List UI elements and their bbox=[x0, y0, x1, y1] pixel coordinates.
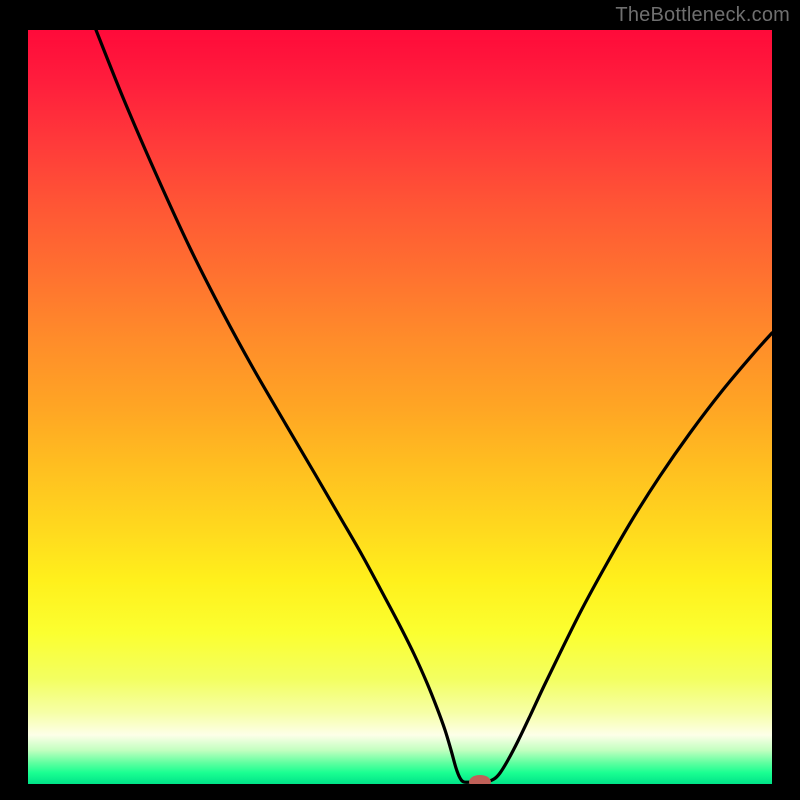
chart-frame bbox=[0, 0, 800, 800]
plot-area bbox=[28, 30, 772, 784]
marker-layer bbox=[28, 30, 772, 784]
optimum-marker bbox=[469, 775, 491, 784]
watermark-text: TheBottleneck.com bbox=[615, 4, 790, 27]
